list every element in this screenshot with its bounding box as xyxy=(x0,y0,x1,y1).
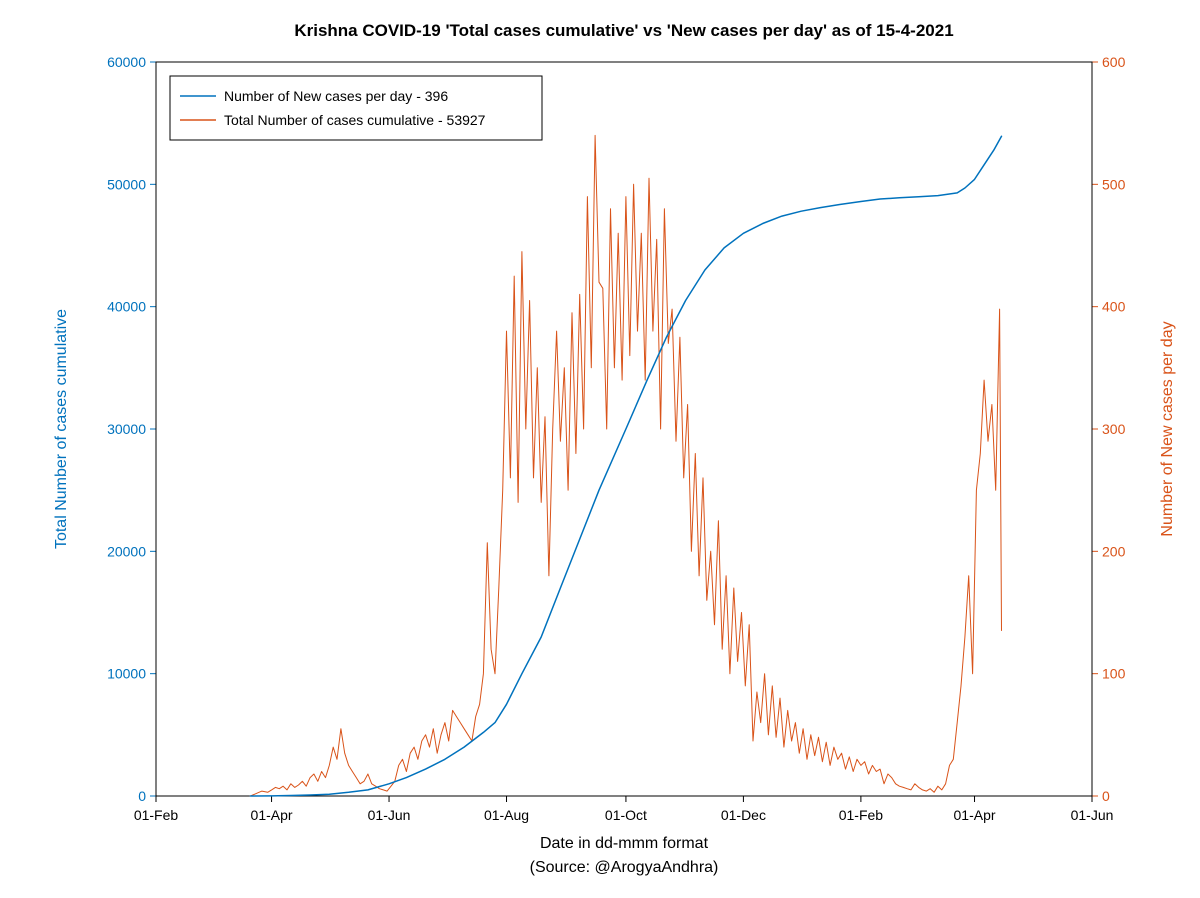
x-tick-label: 01-Aug xyxy=(484,807,529,823)
y-left-tick-label: 50000 xyxy=(107,176,146,192)
x-tick-label: 01-Jun xyxy=(1071,807,1114,823)
x-axis-label: Date in dd-mmm format xyxy=(540,835,709,852)
y-left-tick-label: 10000 xyxy=(107,666,146,682)
y-right-tick-label: 500 xyxy=(1102,176,1126,192)
y-left-tick-label: 30000 xyxy=(107,421,146,437)
y-right-tick-label: 400 xyxy=(1102,299,1126,315)
y-right-tick-label: 300 xyxy=(1102,421,1126,437)
y-right-tick-label: 100 xyxy=(1102,666,1126,682)
x-tick-label: 01-Feb xyxy=(134,807,179,823)
chart-source: (Source: @ArogyaAndhra) xyxy=(530,859,719,876)
x-tick-label: 01-Apr xyxy=(954,807,996,823)
y-left-tick-label: 40000 xyxy=(107,299,146,315)
legend-label: Total Number of cases cumulative - 53927 xyxy=(224,112,486,128)
chart-title: Krishna COVID-19 'Total cases cumulative… xyxy=(294,21,953,40)
x-tick-label: 01-Jun xyxy=(368,807,411,823)
y-right-tick-label: 600 xyxy=(1102,54,1126,70)
chart-container: 01-Feb 01-Apr 01-Jun 01-Aug 01-Oct 01-Dec 01-F… xyxy=(0,0,1200,898)
y-left-axis-label: Total Number of cases cumulative xyxy=(53,309,70,549)
y-right-tick-label: 0 xyxy=(1102,788,1110,804)
legend-label: Number of New cases per day - 396 xyxy=(224,88,448,104)
y-right-axis-label: Number of New cases per day xyxy=(1159,321,1176,536)
x-tick-label: 01-Feb xyxy=(839,807,884,823)
x-tick-label: 01-Apr xyxy=(251,807,293,823)
x-tick-label: 01-Oct xyxy=(605,807,647,823)
y-right-tick-label: 200 xyxy=(1102,543,1126,559)
y-left-tick-label: 60000 xyxy=(107,54,146,70)
legend-box xyxy=(170,76,542,140)
x-tick-label: 01-Dec xyxy=(721,807,766,823)
y-left-tick-label: 20000 xyxy=(107,543,146,559)
y-left-tick-label: 0 xyxy=(138,788,146,804)
chart-svg: 01-Feb 01-Apr 01-Jun 01-Aug 01-Oct 01-Dec 01-F… xyxy=(0,0,1200,898)
